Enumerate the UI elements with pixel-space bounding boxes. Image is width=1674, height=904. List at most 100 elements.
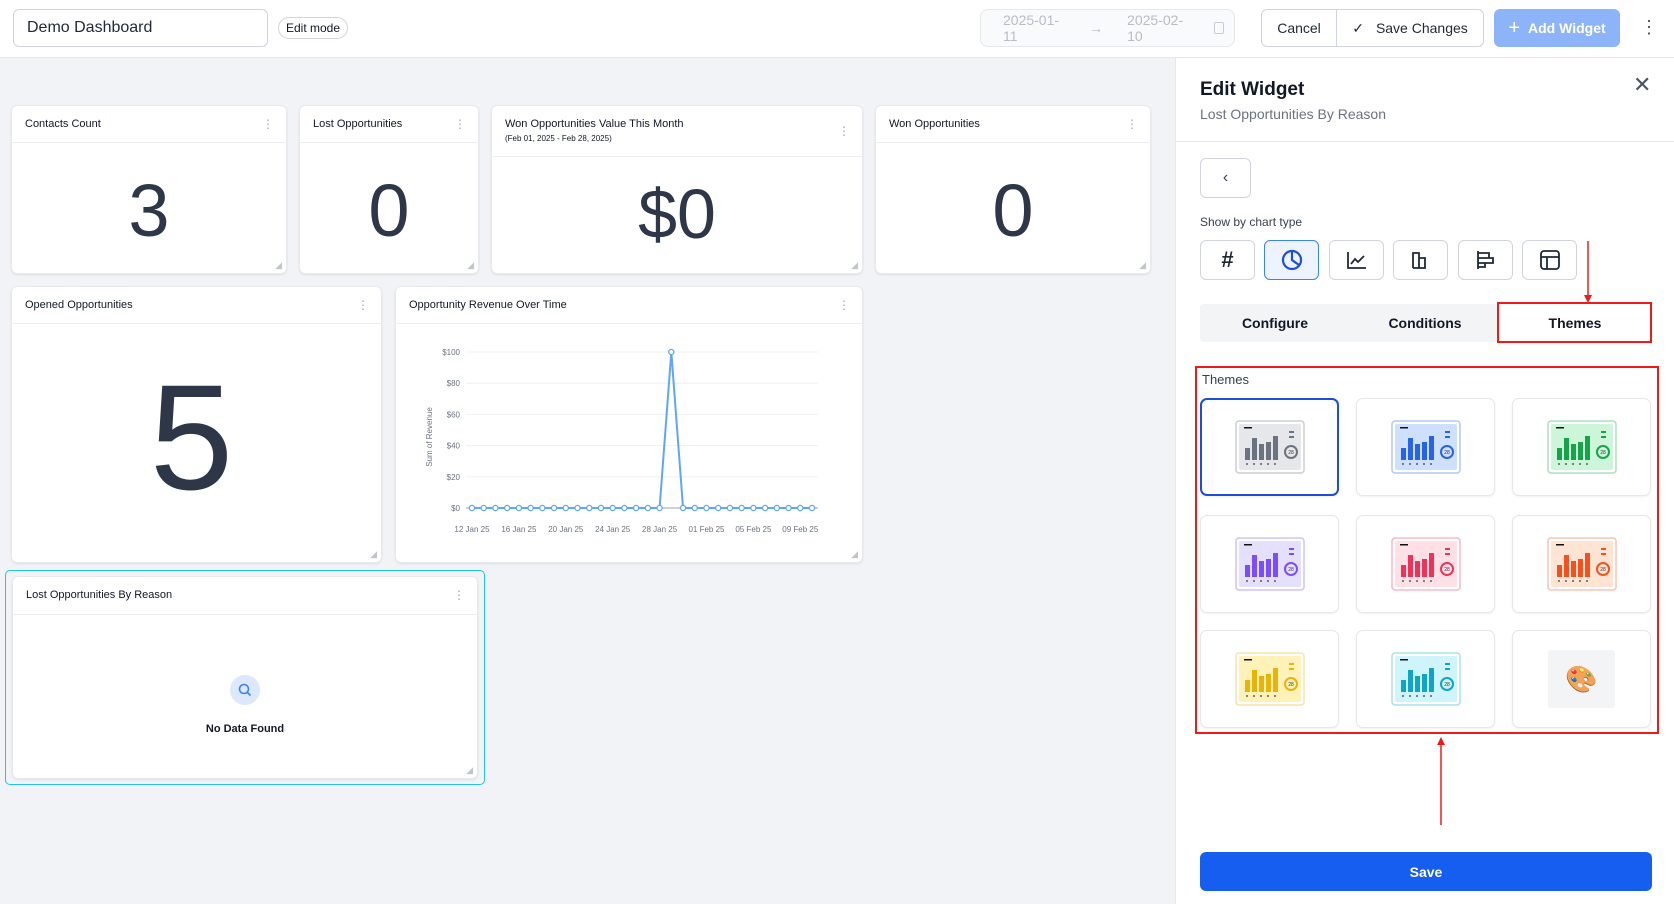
- theme-preview-icon: 28: [1234, 652, 1305, 706]
- data-point: [656, 504, 663, 512]
- chart-type-label: Show by chart type: [1200, 215, 1303, 229]
- widget-value: 5: [149, 353, 234, 521]
- resize-handle-icon[interactable]: ◢: [467, 260, 474, 270]
- add-widget-button[interactable]: + Add Widget: [1494, 9, 1620, 47]
- x-tick-label: 20 Jan 25: [548, 525, 584, 534]
- data-point: [609, 504, 616, 512]
- chart-type-horizontal-bar[interactable]: [1458, 240, 1513, 280]
- theme-preview-icon: 28: [1546, 537, 1617, 591]
- save-button[interactable]: Save: [1200, 852, 1652, 891]
- widget-value: $0: [638, 175, 716, 253]
- widget-lost-opportunities[interactable]: Lost Opportunities ⋮ 0 ◢: [299, 105, 479, 274]
- data-point: [726, 504, 734, 512]
- close-icon[interactable]: ✕: [1633, 72, 1652, 97]
- widget-header: Won Opportunities Value This Month (Feb …: [492, 106, 862, 157]
- data-point: [644, 504, 652, 512]
- resize-handle-icon[interactable]: ◢: [1139, 260, 1146, 270]
- widget-opened-opportunities[interactable]: Opened Opportunities ⋮ 5 ◢: [11, 286, 382, 563]
- data-point: [621, 504, 628, 512]
- data-point: [574, 504, 581, 512]
- data-point: [562, 504, 570, 512]
- panel-title: Edit Widget: [1200, 79, 1305, 100]
- date-range-picker[interactable]: 2025-01-11 → 2025-02-10: [980, 9, 1235, 47]
- widget-menu-icon[interactable]: ⋮: [262, 117, 274, 131]
- y-axis-label: Sum of Revenue: [425, 407, 434, 467]
- resize-handle-icon[interactable]: ◢: [466, 765, 473, 775]
- x-tick-label: 01 Feb 25: [688, 525, 725, 534]
- theme-option-blue[interactable]: 28: [1356, 398, 1495, 496]
- theme-option-red[interactable]: 28: [1356, 515, 1495, 613]
- chart-type-line[interactable]: [1329, 240, 1384, 280]
- data-point: [738, 504, 745, 512]
- resize-handle-icon[interactable]: ◢: [275, 260, 282, 270]
- calendar-icon: [1214, 22, 1224, 34]
- theme-option-custom-palette[interactable]: 🎨: [1512, 630, 1651, 728]
- theme-badge: 28: [1600, 567, 1606, 573]
- tab-conditions[interactable]: Conditions: [1388, 315, 1462, 331]
- chart-type-number[interactable]: #: [1200, 240, 1255, 280]
- resize-handle-icon[interactable]: ◢: [370, 549, 377, 559]
- theme-option-purple[interactable]: 28: [1200, 515, 1339, 613]
- theme-badge: 28: [1600, 450, 1606, 456]
- chart-type-table[interactable]: [1522, 240, 1577, 280]
- edit-actions: Cancel ✓ Save Changes: [1261, 9, 1484, 47]
- resize-handle-icon[interactable]: ◢: [851, 260, 858, 270]
- palette-icon: 🎨: [1548, 650, 1615, 708]
- y-tick-label: $80: [447, 379, 461, 388]
- theme-option-gray[interactable]: 28: [1200, 398, 1339, 496]
- data-point: [773, 504, 781, 512]
- widget-title: Lost Opportunities: [300, 106, 478, 143]
- widget-menu-icon[interactable]: ⋮: [838, 124, 850, 138]
- date-end[interactable]: 2025-02-10: [1127, 12, 1184, 44]
- widget-menu-icon[interactable]: ⋮: [453, 588, 465, 602]
- back-button[interactable]: ‹: [1200, 158, 1251, 198]
- theme-option-cyan[interactable]: 28: [1356, 630, 1495, 728]
- widget-won-opportunities-value[interactable]: Won Opportunities Value This Month (Feb …: [491, 105, 863, 274]
- theme-badge: 28: [1288, 450, 1294, 456]
- widget-menu-icon[interactable]: ⋮: [1126, 117, 1138, 131]
- widget-menu-icon[interactable]: ⋮: [838, 298, 850, 312]
- more-options-icon[interactable]: ⋮: [1640, 17, 1658, 37]
- y-tick-label: $100: [442, 348, 460, 357]
- widget-menu-icon[interactable]: ⋮: [454, 117, 466, 131]
- widget-title: Opened Opportunities: [12, 287, 381, 324]
- data-point: [785, 504, 792, 512]
- date-start[interactable]: 2025-01-11: [1003, 12, 1060, 44]
- widget-subtitle: (Feb 01, 2025 - Feb 28, 2025): [505, 134, 612, 143]
- data-point: [468, 504, 476, 512]
- hash-icon: #: [1221, 247, 1234, 272]
- theme-badge: 28: [1288, 682, 1294, 688]
- tab-themes[interactable]: Themes: [1500, 304, 1650, 342]
- themes-label: Themes: [1202, 372, 1249, 387]
- widget-lost-opportunities-by-reason[interactable]: Lost Opportunities By Reason ⋮ No Data F…: [12, 576, 478, 779]
- widget-value: 0: [992, 169, 1034, 252]
- chart-type-pie[interactable]: [1264, 240, 1319, 280]
- widget-contacts-count[interactable]: Contacts Count ⋮ 3 ◢: [11, 105, 287, 274]
- check-icon: ✓: [1352, 19, 1364, 36]
- panel-divider: [1175, 141, 1674, 142]
- data-point: [679, 504, 687, 512]
- theme-option-green[interactable]: 28: [1512, 398, 1651, 496]
- cancel-button[interactable]: Cancel: [1262, 10, 1337, 46]
- panel-subtitle: Lost Opportunities By Reason: [1200, 106, 1386, 122]
- panel-tabs: Configure Conditions Themes: [1200, 304, 1650, 342]
- theme-preview-icon: 28: [1546, 420, 1617, 474]
- data-point: [515, 504, 523, 512]
- chart-type-bar[interactable]: [1393, 240, 1448, 280]
- x-tick-label: 28 Jan 25: [642, 525, 678, 534]
- data-point: [539, 504, 546, 512]
- save-changes-button[interactable]: ✓ Save Changes: [1337, 10, 1483, 46]
- widget-menu-icon[interactable]: ⋮: [357, 298, 369, 312]
- theme-option-orange[interactable]: 28: [1512, 515, 1651, 613]
- widget-won-opportunities[interactable]: Won Opportunities ⋮ 0 ◢: [875, 105, 1151, 274]
- resize-handle-icon[interactable]: ◢: [851, 549, 858, 559]
- theme-option-yellow[interactable]: 28: [1200, 630, 1339, 728]
- theme-preview-icon: 28: [1390, 537, 1461, 591]
- tab-configure[interactable]: Configure: [1241, 315, 1309, 331]
- x-tick-label: 09 Feb 25: [782, 525, 819, 534]
- no-data-text: No Data Found: [205, 723, 285, 735]
- widget-title: Won Opportunities: [876, 106, 1150, 143]
- widget-opportunity-revenue[interactable]: Opportunity Revenue Over Time ⋮ $0 $20 $40…: [395, 286, 863, 563]
- dashboard-title-input[interactable]: Demo Dashboard: [13, 9, 268, 47]
- data-point: [632, 504, 640, 512]
